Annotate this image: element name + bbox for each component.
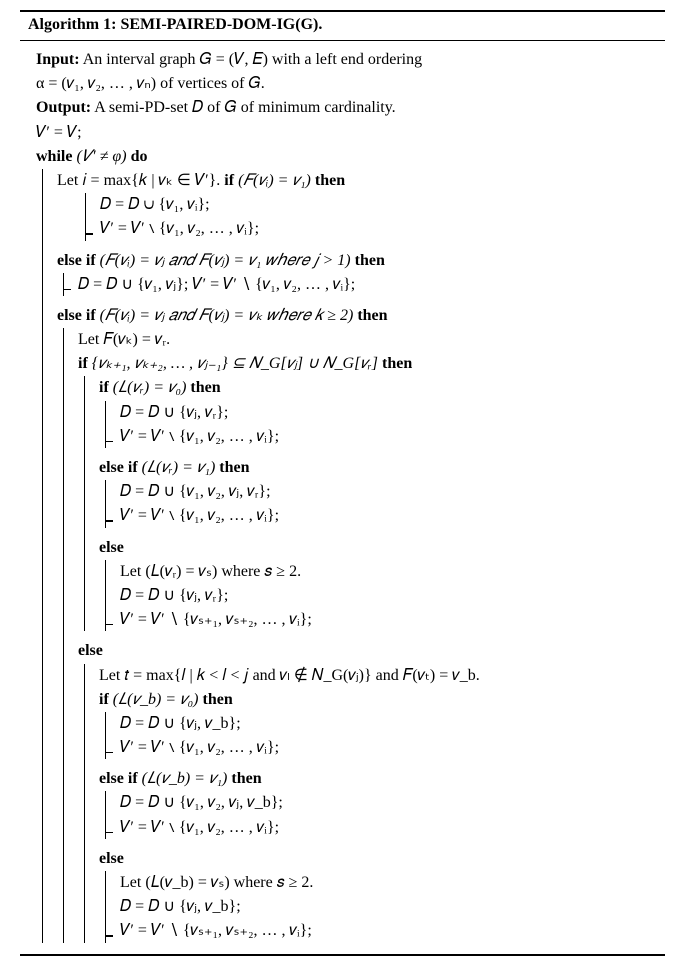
d3: 𝐷 = 𝐷 ∪ {𝑣ⱼ, 𝑣ᵣ};	[120, 401, 657, 424]
lvr1-block: 𝐷 = 𝐷 ∪ {𝑣₁, 𝑣₂, 𝑣ⱼ, 𝑣ᵣ}; 𝑉′ = 𝑉′ ∖ {𝑣₁,…	[105, 480, 657, 527]
let-i-if1: Let 𝑖 = max{𝑘 | 𝑣ₖ ∈ 𝑉′}. if (𝐹(𝑣ᵢ) = 𝑣₁…	[57, 169, 657, 192]
input-text-2: α = (𝑣₁, 𝑣₂, … , 𝑣ₙ) of vertices of 𝐺.	[36, 75, 265, 92]
else-lvr-block: Let (𝐿(𝑣ᵣ) = 𝑣ₛ) where 𝑠 ≥ 2. 𝐷 = 𝐷 ∪ {𝑣…	[105, 560, 657, 632]
while-cond: (𝑉′ ≠ φ)	[72, 148, 130, 165]
d1: 𝐷 = 𝐷 ∪ {𝑣₁, 𝑣ᵢ};	[100, 193, 657, 216]
if-nbhd-cond: {𝑣ₖ₊₁, 𝑣ₖ₊₂, … , 𝑣ⱼ₋₁} ⊆ 𝑁_G[𝑣ⱼ] ∪ 𝑁_G[𝑣…	[88, 355, 382, 372]
elseif1: else if (𝐹(𝑣ᵢ) = 𝑣ⱼ 𝑎𝑛𝑑 𝐹(𝑣ⱼ) = 𝑣₁ 𝑤ℎ𝑒𝑟𝑒…	[57, 249, 657, 272]
let-lvb-s: Let (𝐿(𝑣_b) = 𝑣ₛ) where 𝑠 ≥ 2.	[120, 871, 657, 894]
title-prefix: Algorithm 1:	[28, 16, 120, 33]
elif-lvr1: else if (𝐿(𝑣ᵣ) = 𝑣₁) then	[99, 456, 657, 479]
d2: 𝐷 = 𝐷 ∪ {𝑣₁, 𝑣ⱼ}; 𝑉′ = 𝑉′ ∖ {𝑣₁, 𝑣₂, … ,…	[78, 273, 657, 296]
elif-lvb1-cond: (𝐿(𝑣_b) = 𝑣₁)	[138, 770, 232, 787]
if-nbhd-block: if (𝐿(𝑣ᵣ) = 𝑣₀) then 𝐷 = 𝐷 ∪ {𝑣ⱼ, 𝑣ᵣ}; 𝑉…	[84, 376, 657, 631]
v5: 𝑉′ = 𝑉′ ∖ {𝑣ₛ₊₁, 𝑣ₛ₊₂, … , 𝑣ᵢ};	[120, 608, 657, 631]
if-lvr0: if (𝐿(𝑣ᵣ) = 𝑣₀) then	[99, 376, 657, 399]
else-lvr: else	[99, 536, 657, 559]
output-text: A semi-PD-set 𝐷 of 𝐺 of minimum cardinal…	[91, 99, 396, 116]
init-line: 𝑉′ = 𝑉;	[36, 121, 657, 144]
lvr0-block: 𝐷 = 𝐷 ∪ {𝑣ⱼ, 𝑣ᵣ}; 𝑉′ = 𝑉′ ∖ {𝑣₁, 𝑣₂, … ,…	[105, 401, 657, 448]
let-lvr-s: Let (𝐿(𝑣ᵣ) = 𝑣ₛ) where 𝑠 ≥ 2.	[120, 560, 657, 583]
if-lvb0-cond: (𝐿(𝑣_b) = 𝑣₀)	[109, 691, 203, 708]
algorithm-box: Algorithm 1: SEMI-PAIRED-DOM-IG(G). Inpu…	[20, 10, 665, 956]
algorithm-title-row: Algorithm 1: SEMI-PAIRED-DOM-IG(G).	[20, 12, 665, 41]
v4: 𝑉′ = 𝑉′ ∖ {𝑣₁, 𝑣₂, … , 𝑣ᵢ};	[120, 504, 657, 527]
if-lvb0: if (𝐿(𝑣_b) = 𝑣₀) then	[99, 688, 657, 711]
let-i: Let 𝑖 = max{𝑘 | 𝑣ₖ ∈ 𝑉′}.	[57, 172, 224, 189]
elseif2: else if (𝐹(𝑣ᵢ) = 𝑣ⱼ 𝑎𝑛𝑑 𝐹(𝑣ⱼ) = 𝑣ₖ 𝑤ℎ𝑒𝑟𝑒…	[57, 304, 657, 327]
input-line-2: α = (𝑣₁, 𝑣₂, … , 𝑣ₙ) of vertices of 𝐺.	[36, 72, 657, 95]
while-line: while (𝑉′ ≠ φ) do	[36, 145, 657, 168]
d5: 𝐷 = 𝐷 ∪ {𝑣ⱼ, 𝑣ᵣ};	[120, 584, 657, 607]
elif2-cond: (𝐹(𝑣ᵢ) = 𝑣ⱼ 𝑎𝑛𝑑 𝐹(𝑣ⱼ) = 𝑣ₖ 𝑤ℎ𝑒𝑟𝑒 𝑘 ≥ 2)	[96, 307, 358, 324]
v1: 𝑉′ = 𝑉′ ∖ {𝑣₁, 𝑣₂, … , 𝑣ᵢ};	[100, 217, 657, 240]
output-label: Output:	[36, 99, 91, 116]
init-text: 𝑉′ = 𝑉;	[36, 124, 82, 141]
else-lvb: else	[99, 847, 657, 870]
v8: 𝑉′ = 𝑉′ ∖ {𝑣ₛ₊₁, 𝑣ₛ₊₂, … , 𝑣ᵢ};	[120, 919, 657, 942]
elif2-block: Let 𝐹(𝑣ₖ) = 𝑣ᵣ. if {𝑣ₖ₊₁, 𝑣ₖ₊₂, … , 𝑣ⱼ₋₁…	[63, 328, 657, 943]
let-t: Let 𝑡 = max{𝑙 | 𝑘 < 𝑙 < 𝑗 and 𝑣ₗ ∉ 𝑁_G(𝑣…	[99, 664, 657, 687]
elif1-cond: (𝐹(𝑣ᵢ) = 𝑣ⱼ 𝑎𝑛𝑑 𝐹(𝑣ⱼ) = 𝑣₁ 𝑤ℎ𝑒𝑟𝑒 𝑗 > 1)	[96, 252, 355, 269]
if1-cond: (𝐹(𝑣ᵢ) = 𝑣₁)	[234, 172, 315, 189]
while-block: Let 𝑖 = max{𝑘 | 𝑣ₖ ∈ 𝑉′}. if (𝐹(𝑣ᵢ) = 𝑣₁…	[42, 169, 657, 943]
lvb0-block: 𝐷 = 𝐷 ∪ {𝑣ⱼ, 𝑣_b}; 𝑉′ = 𝑉′ ∖ {𝑣₁, 𝑣₂, … …	[105, 712, 657, 759]
else-lvb-block: Let (𝐿(𝑣_b) = 𝑣ₛ) where 𝑠 ≥ 2. 𝐷 = 𝐷 ∪ {…	[105, 871, 657, 943]
input-text-1: An interval graph 𝐺 = (𝑉, 𝐸) with a left…	[80, 51, 423, 68]
d7: 𝐷 = 𝐷 ∪ {𝑣₁, 𝑣₂, 𝑣ⱼ, 𝑣_b};	[120, 791, 657, 814]
input-line-1: Input: An interval graph 𝐺 = (𝑉, 𝐸) with…	[36, 48, 657, 71]
v7: 𝑉′ = 𝑉′ ∖ {𝑣₁, 𝑣₂, … , 𝑣ᵢ};	[120, 816, 657, 839]
output-line: Output: A semi-PD-set 𝐷 of 𝐺 of minimum …	[36, 96, 657, 119]
algorithm-body: Input: An interval graph 𝐺 = (𝑉, 𝐸) with…	[20, 41, 665, 954]
else-nbhd-block: Let 𝑡 = max{𝑙 | 𝑘 < 𝑙 < 𝑗 and 𝑣ₗ ∉ 𝑁_G(𝑣…	[84, 664, 657, 943]
let-fvk: Let 𝐹(𝑣ₖ) = 𝑣ᵣ.	[78, 328, 657, 351]
lvb1-block: 𝐷 = 𝐷 ∪ {𝑣₁, 𝑣₂, 𝑣ⱼ, 𝑣_b}; 𝑉′ = 𝑉′ ∖ {𝑣₁…	[105, 791, 657, 838]
do-kw: do	[131, 148, 148, 165]
title-name: SEMI-PAIRED-DOM-IG(G).	[120, 16, 322, 33]
elif1-block: 𝐷 = 𝐷 ∪ {𝑣₁, 𝑣ⱼ}; 𝑉′ = 𝑉′ ∖ {𝑣₁, 𝑣₂, … ,…	[63, 273, 657, 296]
d6: 𝐷 = 𝐷 ∪ {𝑣ⱼ, 𝑣_b};	[120, 712, 657, 735]
if1-block: 𝐷 = 𝐷 ∪ {𝑣₁, 𝑣ᵢ}; 𝑉′ = 𝑉′ ∖ {𝑣₁, 𝑣₂, … ,…	[85, 193, 657, 240]
if-lvr0-cond: (𝐿(𝑣ᵣ) = 𝑣₀)	[109, 379, 191, 396]
v3: 𝑉′ = 𝑉′ ∖ {𝑣₁, 𝑣₂, … , 𝑣ᵢ};	[120, 425, 657, 448]
d8: 𝐷 = 𝐷 ∪ {𝑣ⱼ, 𝑣_b};	[120, 895, 657, 918]
elif-lvr1-cond: (𝐿(𝑣ᵣ) = 𝑣₁)	[138, 459, 220, 476]
input-label: Input:	[36, 51, 80, 68]
if-nbhd: if {𝑣ₖ₊₁, 𝑣ₖ₊₂, … , 𝑣ⱼ₋₁} ⊆ 𝑁_G[𝑣ⱼ] ∪ 𝑁_…	[78, 352, 657, 375]
else-nbhd: else	[78, 639, 657, 662]
d4: 𝐷 = 𝐷 ∪ {𝑣₁, 𝑣₂, 𝑣ⱼ, 𝑣ᵣ};	[120, 480, 657, 503]
v6: 𝑉′ = 𝑉′ ∖ {𝑣₁, 𝑣₂, … , 𝑣ᵢ};	[120, 736, 657, 759]
elif-lvb1: else if (𝐿(𝑣_b) = 𝑣₁) then	[99, 767, 657, 790]
